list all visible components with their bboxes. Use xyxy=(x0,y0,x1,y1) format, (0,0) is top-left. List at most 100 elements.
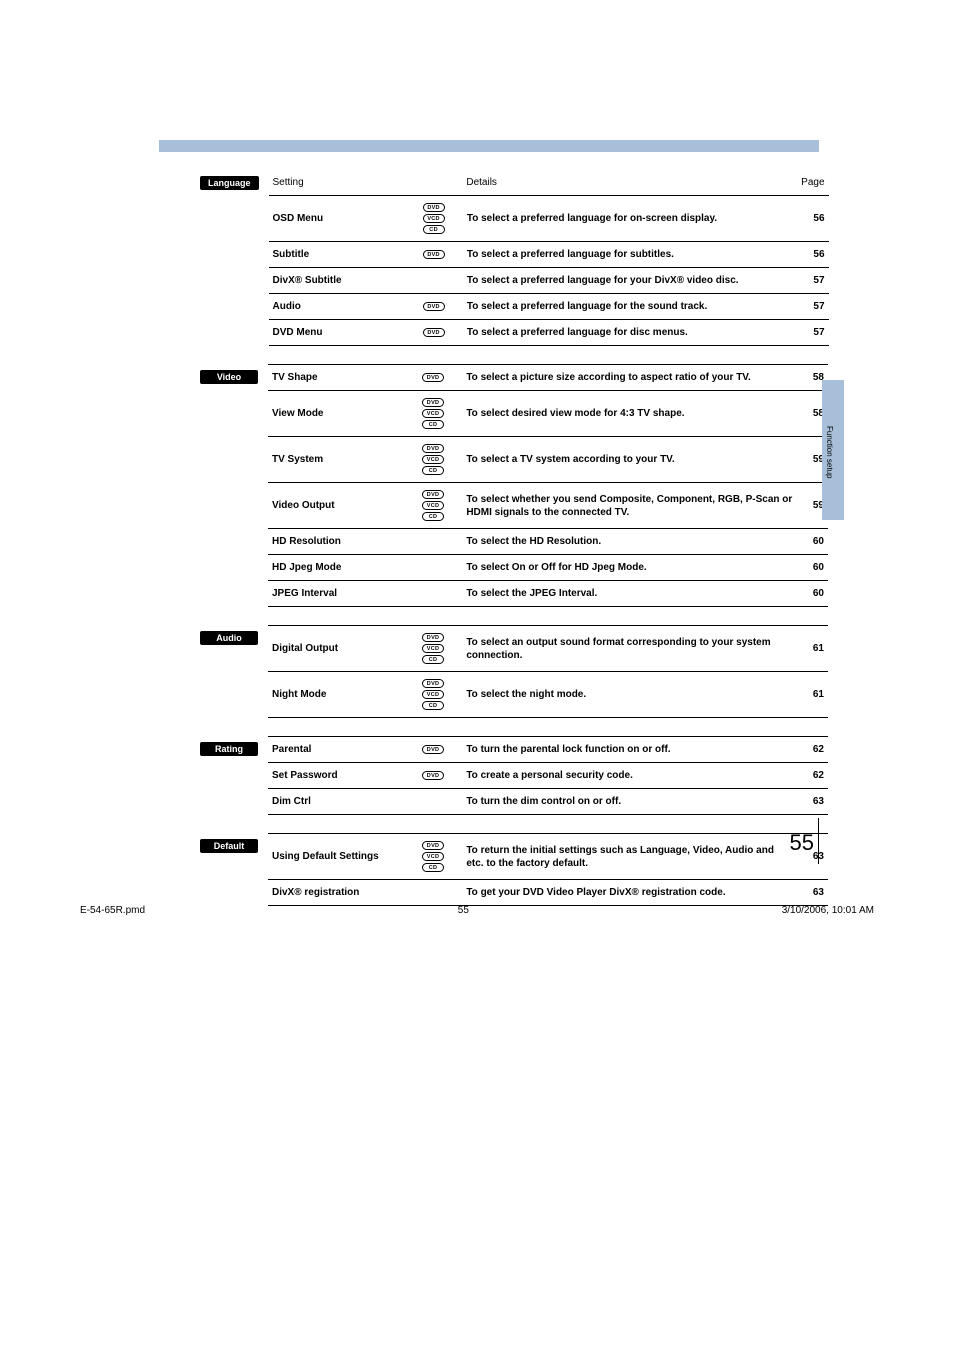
cd-icon: CD xyxy=(423,225,445,234)
table-row: Night ModeDVDVCDCDTo select the night mo… xyxy=(268,672,828,718)
disc-type-icons: DVD xyxy=(404,365,463,391)
setting-page-ref: 63 xyxy=(797,880,828,906)
setting-name: Video Output xyxy=(268,483,404,529)
category-block: AudioDigital OutputDVDVCDCDTo select an … xyxy=(200,625,814,718)
table-header-cell: Setting xyxy=(269,170,404,195)
setting-page-ref: 62 xyxy=(797,763,828,789)
page-number-divider xyxy=(818,818,819,864)
dvd-icon: DVD xyxy=(422,771,444,780)
category-block: DefaultUsing Default SettingsDVDVCDCDTo … xyxy=(200,833,814,906)
settings-table: OSD MenuDVDVCDCDTo select a preferred la… xyxy=(269,195,829,346)
dvd-icon: DVD xyxy=(422,633,444,642)
setting-page-ref: 60 xyxy=(797,529,828,555)
table-header-cell xyxy=(404,170,462,195)
dvd-icon: DVD xyxy=(423,302,445,311)
setting-name: View Mode xyxy=(268,391,404,437)
setting-details: To select the HD Resolution. xyxy=(462,529,796,555)
dvd-icon: DVD xyxy=(423,250,445,259)
setting-name: DVD Menu xyxy=(269,320,405,346)
table-row: Dim CtrlTo turn the dim control on or of… xyxy=(268,789,828,815)
table-row: View ModeDVDVCDCDTo select desired view … xyxy=(268,391,828,437)
cd-icon: CD xyxy=(422,512,444,521)
cd-icon: CD xyxy=(422,863,444,872)
category-block: VideoTV ShapeDVDTo select a picture size… xyxy=(200,364,814,607)
table-row: TV ShapeDVDTo select a picture size acco… xyxy=(268,365,828,391)
setting-name: Subtitle xyxy=(269,242,405,268)
vcd-icon: VCD xyxy=(422,409,444,418)
setting-name: HD Resolution xyxy=(268,529,404,555)
setting-name: Parental xyxy=(268,737,404,763)
table-row: Digital OutputDVDVCDCDTo select an outpu… xyxy=(268,626,828,672)
dvd-icon: DVD xyxy=(422,745,444,754)
disc-type-icons: DVDVCDCD xyxy=(404,437,463,483)
table-row: TV SystemDVDVCDCDTo select a TV system a… xyxy=(268,437,828,483)
setting-page-ref: 57 xyxy=(797,294,828,320)
table-row: DivX® SubtitleTo select a preferred lang… xyxy=(269,268,829,294)
table-header-cell: Page xyxy=(796,170,829,195)
disc-type-icons: DVD xyxy=(404,294,463,320)
setting-name: Set Password xyxy=(268,763,404,789)
category-label: Default xyxy=(200,839,258,853)
category-label: Video xyxy=(200,370,258,384)
settings-table: Using Default SettingsDVDVCDCDTo return … xyxy=(268,833,828,906)
setting-name: DivX® registration xyxy=(268,880,404,906)
dvd-icon: DVD xyxy=(422,841,444,850)
settings-table: TV ShapeDVDTo select a picture size acco… xyxy=(268,364,828,607)
disc-type-icons xyxy=(404,268,463,294)
table-row: DVD MenuDVDTo select a preferred languag… xyxy=(269,320,829,346)
table-row: JPEG Interval To select the JPEG Interval… xyxy=(268,581,828,607)
category-block: LanguageSettingDetailsPageOSD MenuDVDVCD… xyxy=(200,170,814,346)
setting-details: To create a personal security code. xyxy=(462,763,796,789)
table-row: OSD MenuDVDVCDCDTo select a preferred la… xyxy=(269,196,829,242)
disc-type-icons: DVDVCDCD xyxy=(404,196,463,242)
setting-page-ref: 57 xyxy=(797,320,828,346)
table-row: ParentalDVDTo turn the parental lock fun… xyxy=(268,737,828,763)
disc-type-icons: DVD xyxy=(404,242,463,268)
disc-type-icons: DVD xyxy=(404,737,463,763)
category-label: Audio xyxy=(200,631,258,645)
vcd-icon: VCD xyxy=(422,644,444,653)
dvd-icon: DVD xyxy=(423,203,445,212)
setting-name: Night Mode xyxy=(268,672,404,718)
setting-details: To select a preferred language for on-sc… xyxy=(463,196,797,242)
footer-page: 55 xyxy=(458,905,469,916)
table-row: HD Resolution To select the HD Resolution… xyxy=(268,529,828,555)
category-label: Language xyxy=(200,176,259,190)
table-row: Using Default SettingsDVDVCDCDTo return … xyxy=(268,834,828,880)
table-row: HD Jpeg ModeTo select On or Off for HD J… xyxy=(268,555,828,581)
setting-details: To select the night mode. xyxy=(462,672,796,718)
disc-type-icons xyxy=(404,581,463,607)
setting-page-ref: 60 xyxy=(797,555,828,581)
footer-timestamp: 3/10/2006, 10:01 AM xyxy=(782,905,874,916)
table-header-cell: Details xyxy=(462,170,795,195)
footer: E-54-65R.pmd 55 3/10/2006, 10:01 AM xyxy=(80,905,874,916)
dvd-icon: DVD xyxy=(422,398,444,407)
table-row: Set Password DVD To create a personal secu… xyxy=(268,763,828,789)
setting-name: Digital Output xyxy=(268,626,404,672)
dvd-icon: DVD xyxy=(422,444,444,453)
setting-page-ref: 62 xyxy=(797,737,828,763)
cd-icon: CD xyxy=(422,655,444,664)
cd-icon: CD xyxy=(422,466,444,475)
disc-type-icons xyxy=(404,555,463,581)
setting-name: Audio xyxy=(269,294,405,320)
dvd-icon: DVD xyxy=(422,373,444,382)
table-row: DivX® registrationTo get your DVD Video … xyxy=(268,880,828,906)
setting-page-ref: 63 xyxy=(797,789,828,815)
page: Language Setting DetailsPageOSD MenuDVDVCD… xyxy=(0,0,954,946)
setting-details: To select On or Off for HD Jpeg Mode. xyxy=(462,555,796,581)
setting-details: To select a preferred language for subti… xyxy=(463,242,797,268)
settings-table: Digital OutputDVDVCDCDTo select an outpu… xyxy=(268,625,828,718)
setting-page-ref: 61 xyxy=(797,672,828,718)
setting-details: To select the JPEG Interval. xyxy=(462,581,796,607)
disc-type-icons: DVDVCDCD xyxy=(404,483,463,529)
category-block: RatingParentalDVDTo turn the parental lo… xyxy=(200,736,814,815)
setting-page-ref: 60 xyxy=(797,581,828,607)
setting-page-ref: 57 xyxy=(797,268,828,294)
setting-name: JPEG Interval xyxy=(268,581,404,607)
side-tab-label: Function setup xyxy=(823,420,836,484)
setting-name: Using Default Settings xyxy=(268,834,404,880)
setting-details: To select a picture size according to as… xyxy=(462,365,796,391)
disc-type-icons: DVD VCD CD xyxy=(404,626,463,672)
setting-name: DivX® Subtitle xyxy=(269,268,405,294)
